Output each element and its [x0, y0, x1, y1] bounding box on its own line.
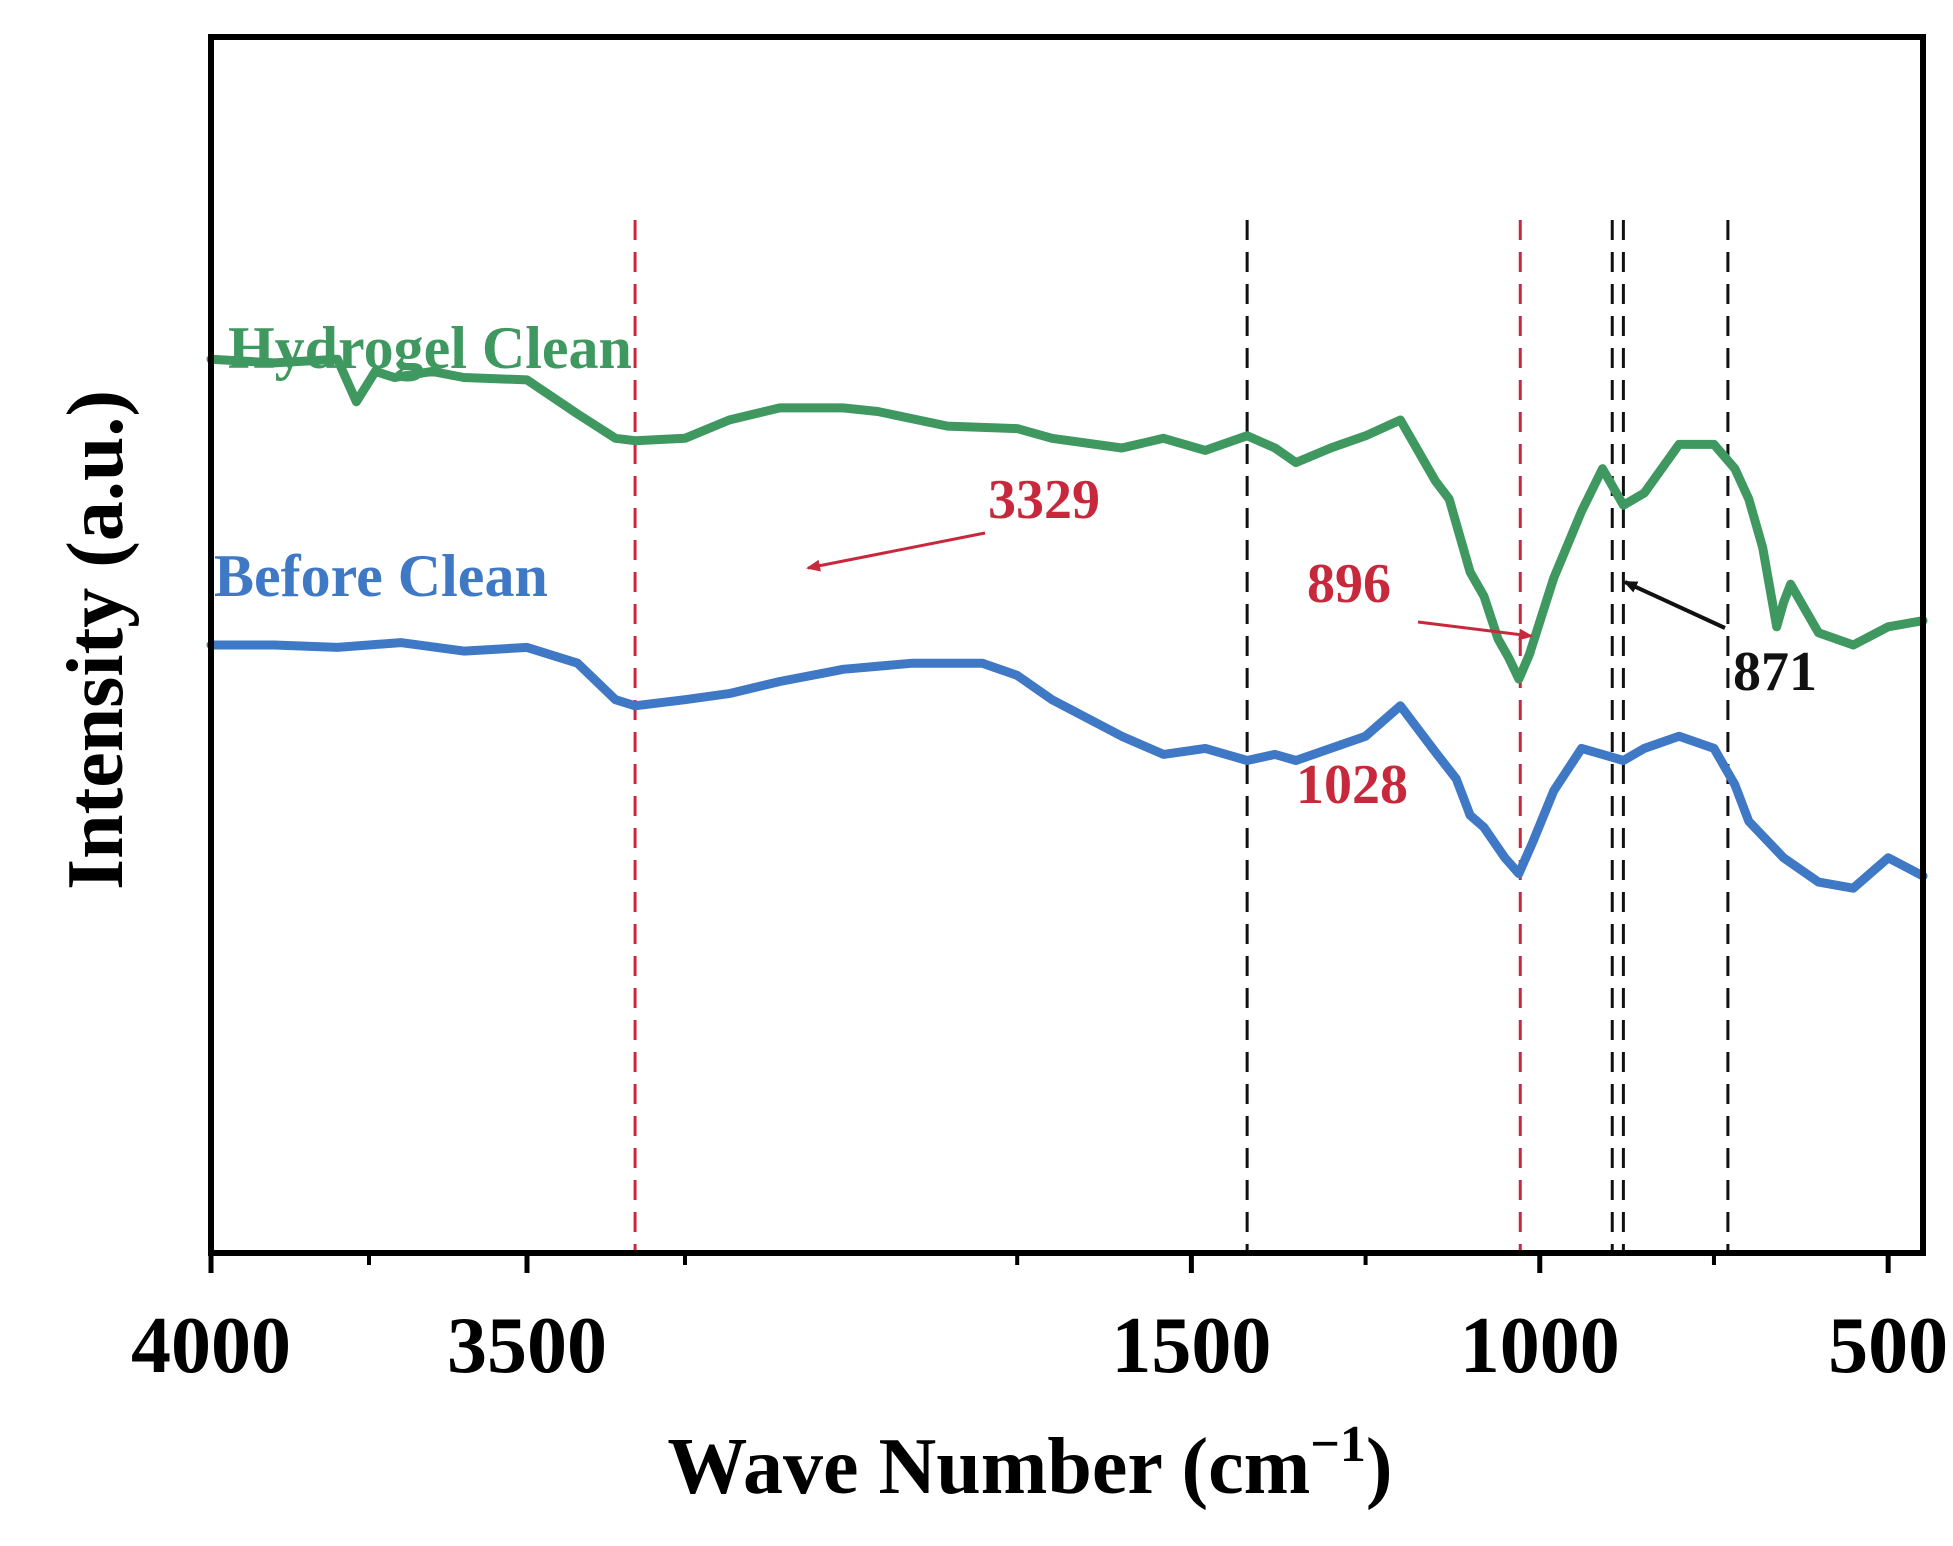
series-layer — [206, 354, 1928, 893]
reference-lines — [633, 220, 1730, 1253]
series-label-before-clean: Before Clean — [214, 543, 548, 609]
annotation-896: 896 — [1307, 553, 1391, 615]
x-tick-label-3500: 3500 — [447, 1302, 607, 1390]
x-tick-label-1000: 1000 — [1460, 1302, 1620, 1390]
series-label-hydrogel-clean: Hydrogel Clean — [228, 315, 632, 381]
series-line-before-clean — [206, 638, 1928, 893]
plot-frame — [208, 34, 1926, 1256]
annotation-871: 871 — [1733, 641, 1817, 703]
x-tick-label-500: 500 — [1828, 1302, 1948, 1390]
x-tick-label-4000: 4000 — [131, 1302, 291, 1390]
annotation-arrow-3329 — [806, 531, 986, 572]
annotation-3329: 3329 — [988, 469, 1100, 531]
series-line-hydrogel-clean — [206, 354, 1928, 684]
x-axis-title-close: ) — [1366, 1423, 1393, 1511]
x-axis-title-sup: −1 — [1310, 1416, 1366, 1473]
y-axis-title: Intensity (a.u.) — [52, 390, 140, 890]
x-axis-title: Wave Number (cm−1) — [667, 1416, 1392, 1511]
annotation-1028: 1028 — [1296, 754, 1408, 816]
x-ticks: 4000 3500 1500 1000 500 — [131, 1253, 1948, 1390]
annotation-arrow-896 — [1417, 620, 1533, 641]
annotation-arrow-871 — [1623, 580, 1726, 630]
x-tick-label-1500: 1500 — [1111, 1302, 1271, 1390]
x-axis-title-main: Wave Number (cm — [667, 1423, 1310, 1511]
